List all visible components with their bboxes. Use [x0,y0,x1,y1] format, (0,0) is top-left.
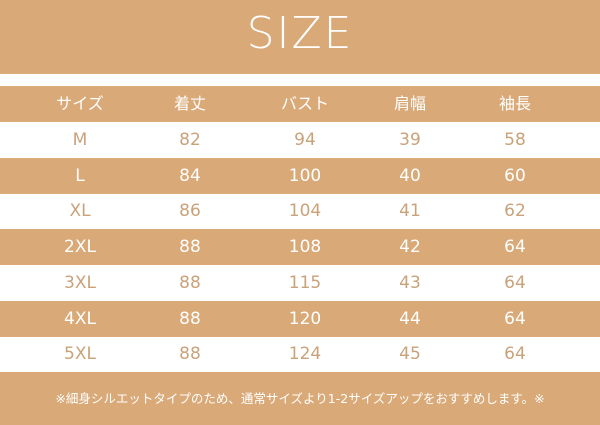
table-cell: 43 [399,272,421,293]
column-header: 肩幅 [393,94,426,113]
table-cell: 2XL [64,237,96,258]
table-cell: XL [69,201,91,222]
table-cell: 84 [179,165,201,186]
fit-note: ※細身シルエットタイプのため、通常サイズより1-2サイズアップをおすすめします。… [55,391,545,406]
column-header: バスト [280,94,329,113]
page-title: SIZE [246,8,354,59]
footer-band: ※細身シルエットタイプのため、通常サイズより1-2サイズアップをおすすめします。… [0,372,600,425]
table-cell: 45 [399,344,421,365]
table-cell: 39 [399,130,421,150]
table-cell: 86 [179,201,201,222]
table-cell: 82 [179,130,201,150]
table-cell: 60 [504,165,526,186]
table-cell: 88 [179,237,201,258]
table-cell: 44 [399,308,421,329]
table-row: 5XL 88 124 45 64 [0,336,600,372]
table-cell: M [72,130,88,150]
table-cell: 58 [504,130,526,150]
table-cell: 94 [294,130,316,150]
column-header: サイズ [56,94,104,113]
table-cell: 115 [288,272,322,293]
table-cell: 41 [399,201,421,222]
table-cell: 88 [179,272,201,293]
header-row: サイズ 着丈 バスト 肩幅 袖長 [0,86,600,122]
table-cell: 5XL [64,344,96,365]
table-cell: 64 [504,344,526,365]
table-row: 2XL 88 108 42 64 [0,229,600,266]
table-cell: 64 [504,237,526,258]
table-row: L 84 100 40 60 [0,157,600,194]
table-row: 3XL 88 115 43 64 [0,265,600,301]
table-row: 4XL 88 120 44 64 [0,300,600,337]
table-cell: 64 [504,308,526,329]
table-cell: 4XL [64,308,96,329]
table-row: M 82 94 39 58 [0,122,600,158]
column-header: 袖長 [498,94,531,113]
table-cell: 64 [504,272,526,293]
table-cell: 100 [288,165,322,186]
table-cell: 40 [399,165,421,186]
table-cell: 104 [288,201,322,222]
table-cell: 3XL [64,272,96,293]
table-cell: 62 [504,201,526,222]
title-band: SIZE [0,0,600,74]
table-cell: 124 [288,344,322,365]
table-cell: L [75,165,85,186]
column-header: 着丈 [173,94,206,113]
table-cell: 108 [288,237,322,258]
table-cell: 120 [288,308,322,329]
table-row: XL 86 104 41 62 [0,193,600,229]
table-cell: 88 [179,344,201,365]
table-cell: 88 [179,308,201,329]
table-cell: 42 [399,237,421,258]
